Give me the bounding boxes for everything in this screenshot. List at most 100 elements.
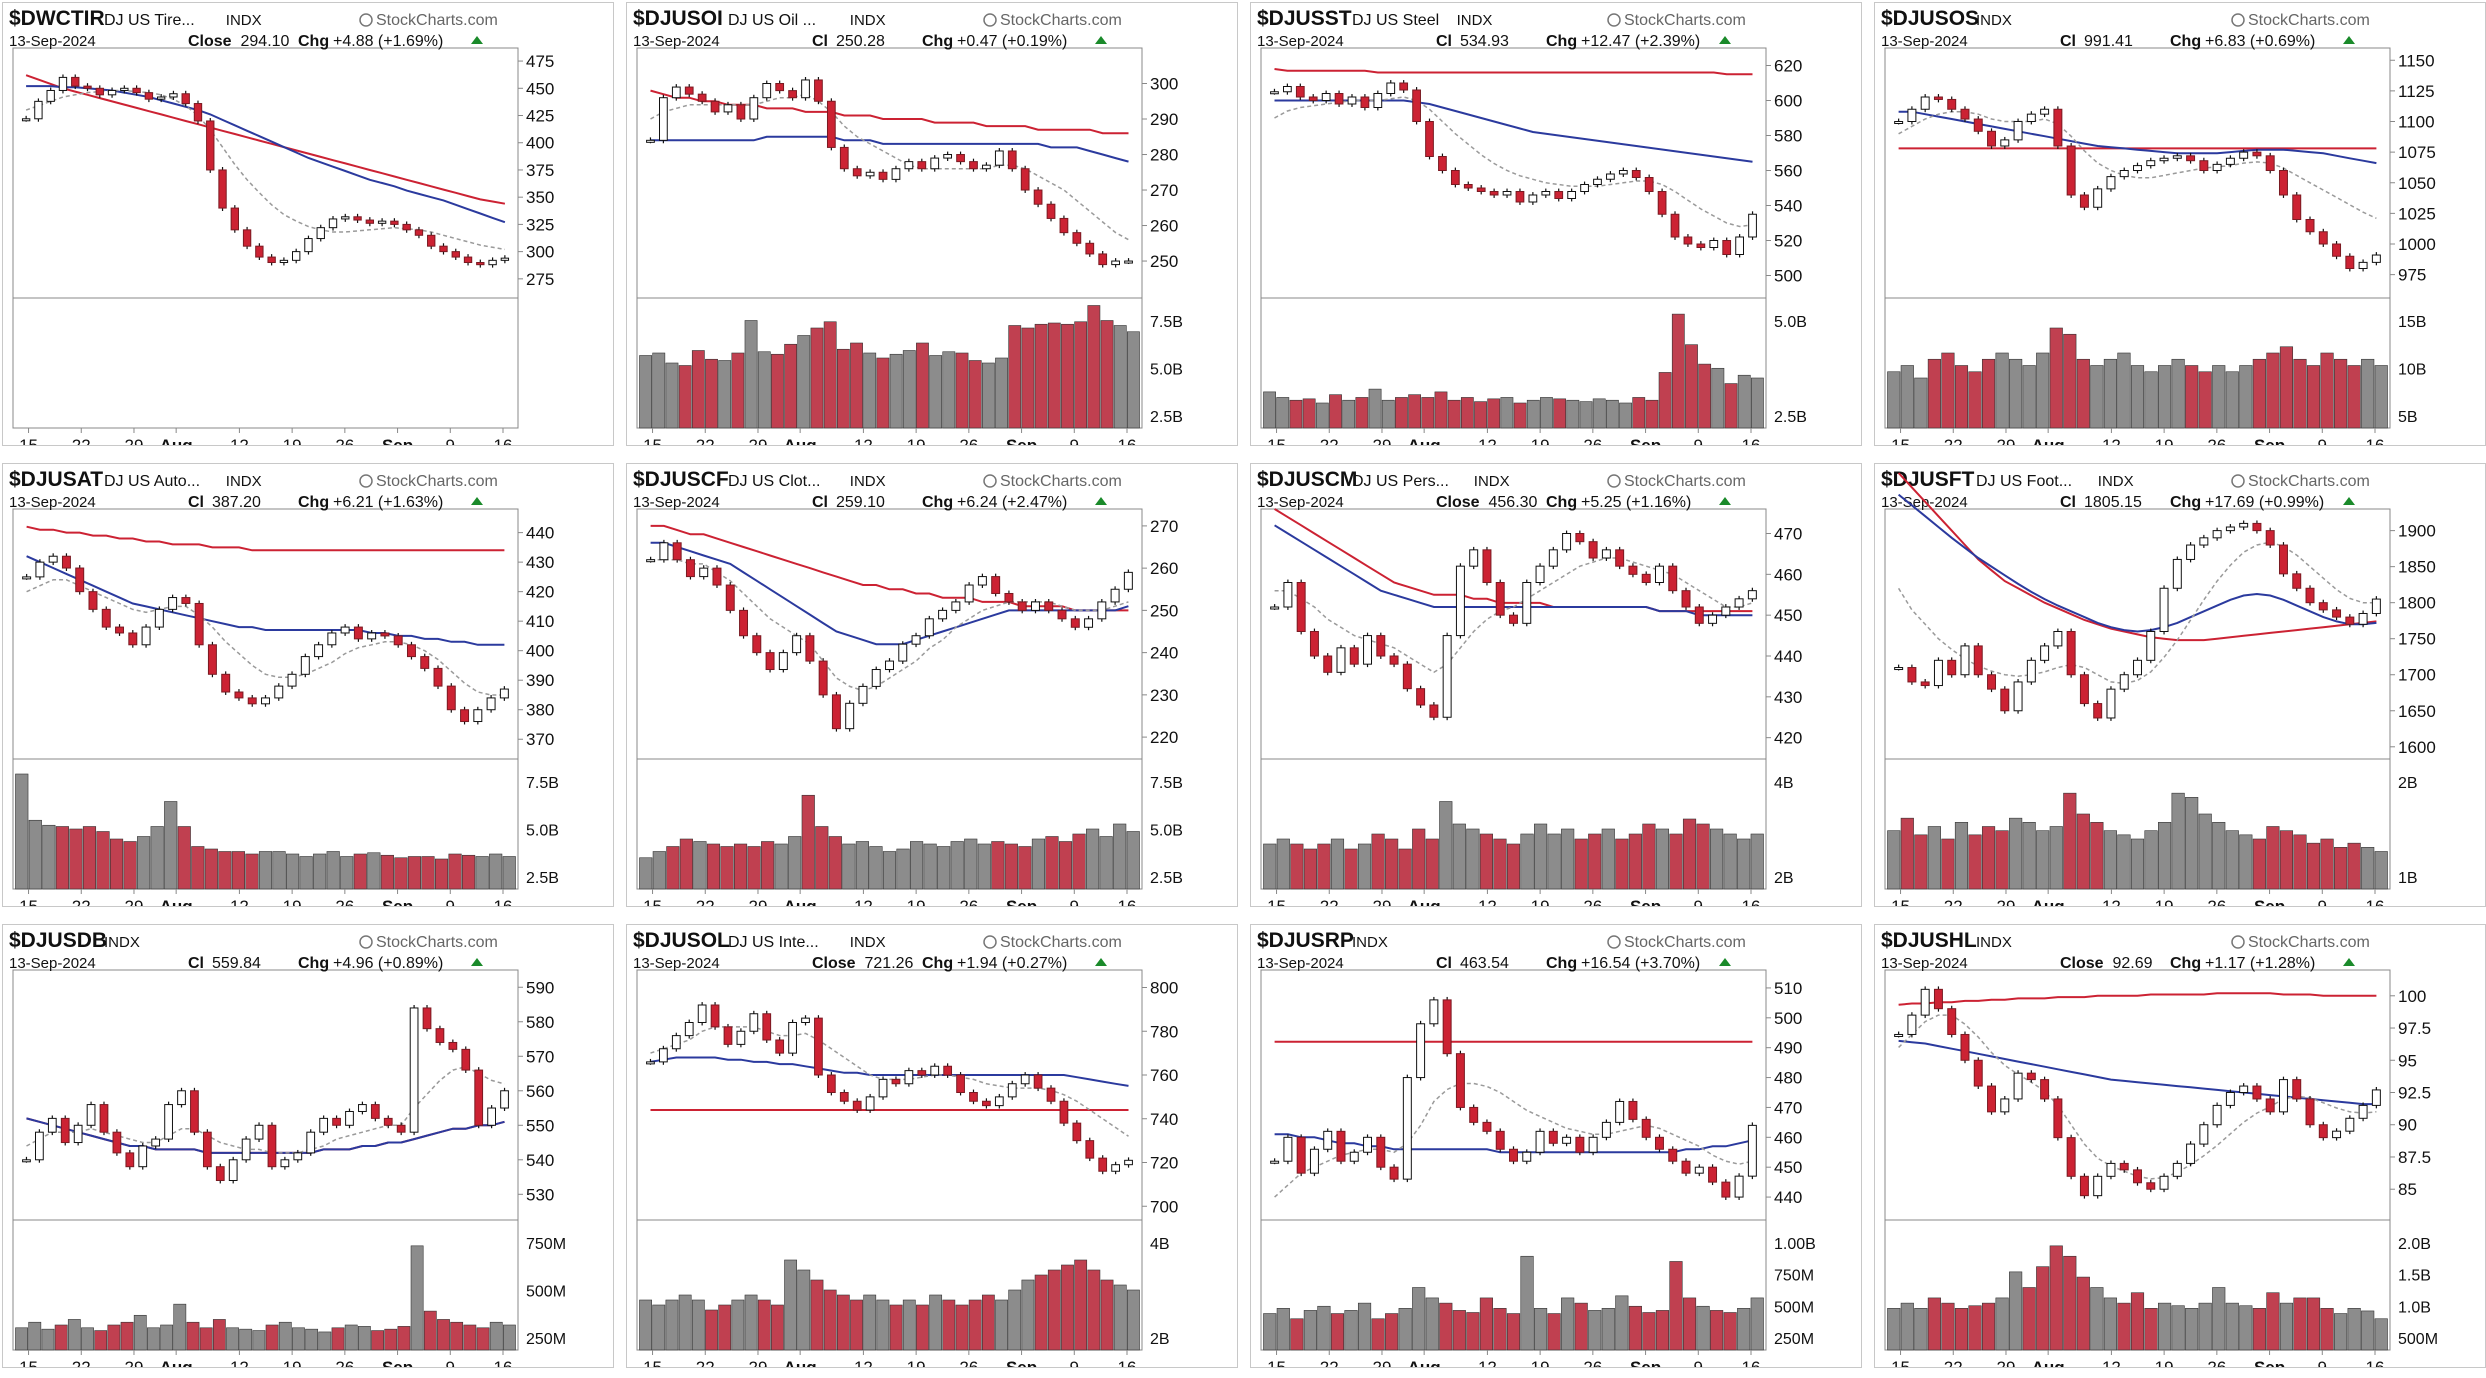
change-label: Chg [1546,494,1577,511]
date-tick-label: 15 [1267,1358,1286,1367]
volume-bar [191,846,205,890]
price-tick-label: 290 [1150,110,1178,129]
candle-body [218,169,227,209]
candle-body [1489,191,1499,196]
chart-svg: $DJUSOI DJ US Oil ... INDX StockCharts.com 1… [633,7,1183,445]
candle-body [230,207,239,231]
candle-body [1323,655,1333,673]
close-value: 92.69 [2113,955,2153,972]
candle-body [2252,522,2262,532]
chart-svg: $DWCTIR DJ US Tire... INDX StockCharts.com 1… [9,7,554,445]
price-tick-label: 440 [526,524,554,543]
volume-tick-label: 250M [526,1331,566,1348]
volume-bar [265,1324,279,1351]
candle-body [1947,1008,1957,1035]
volume-bar [292,1327,305,1351]
candle-body [878,1078,888,1098]
candle-body [924,618,934,637]
candle-body [1376,1136,1386,1168]
candle-body [1323,1130,1333,1150]
volume-bar [1588,1310,1602,1351]
close-value: 534.93 [1460,33,1509,50]
chart-panel: $DWCTIR DJ US Tire... INDX StockCharts.com 1… [2,2,614,446]
volume-bar [2347,1308,2361,1351]
chart-panel: $DJUSOL DJ US Inte... INDX StockCharts.com 1… [626,924,1238,1368]
candle-body [221,673,231,693]
candle-body [2239,1085,2249,1093]
price-tick-label: 470 [1774,525,1802,544]
volume-bar [2252,358,2266,429]
candle-body [2013,1072,2023,1100]
candle-body [1124,260,1133,264]
candle-body [1072,1122,1082,1142]
volume-bar [652,352,666,429]
candle-body [1124,1159,1133,1166]
candle-body [891,1078,901,1085]
volume-bar [2212,822,2226,890]
volume-bar [258,851,273,890]
volume-bar [1914,834,1928,890]
volume-bar [2130,365,2145,429]
candle-body [1429,999,1439,1025]
candle-body [22,576,32,580]
volume-bar [177,826,191,890]
candle-body [1295,86,1305,98]
volume-bar [2171,358,2185,429]
candle-body [61,555,71,569]
sma-mid-line [26,1117,505,1154]
candle-body [234,691,244,699]
candle-body [885,660,894,671]
date-tick-label: Aug [1408,1358,1441,1367]
candle-body [2066,145,2076,196]
price-tick-label: 1700 [2398,666,2436,685]
candle-body [1580,184,1589,192]
change-value: +6.24 (+2.47%) [957,494,1067,511]
volume-tick-label: 5B [2398,409,2418,426]
candle-body [1399,82,1409,91]
candle-body [982,1100,991,1107]
volume-bar [1751,377,1764,429]
volume-bar [1553,398,1567,429]
volume-bar [1574,838,1588,890]
price-tick-label: 590 [526,978,554,997]
candle-body [1721,1181,1731,1198]
price-tick-label: 270 [1150,181,1178,200]
volume-bar [836,1294,850,1351]
change-label: Chg [922,494,953,511]
volume-bar [2225,371,2239,429]
volume-bar [1385,1313,1399,1351]
date-tick-label: 26 [335,436,354,445]
close-value: 387.20 [212,494,261,511]
volume-bar [1579,401,1593,429]
candle-body [2358,1104,2368,1119]
volume-bar [1710,1310,1724,1351]
candle-body [1376,635,1386,657]
candle-body [2345,616,2355,625]
candle-body [684,1022,694,1037]
price-tick-label: 550 [526,1116,554,1135]
date-tick-label: 29 [125,897,144,906]
candle-body [725,584,735,611]
close-label: Cl [2060,33,2076,50]
candle-body [2305,587,2315,604]
stockcharts-logo-icon [2231,935,2245,949]
candle-body [1296,582,1306,632]
date-tick-label: Sep [1630,436,1661,445]
volume-bar [1021,1279,1035,1351]
candle-body [1987,674,1997,690]
chart-panel: $DJUSCM DJ US Pers... INDX StockCharts.com 1… [1250,463,1862,907]
close-value: 991.41 [2084,33,2133,50]
exchange-label: INDX [1474,473,1510,490]
candle-body [659,1048,668,1063]
candle-body [128,632,138,646]
volume-bar [1615,1295,1629,1351]
volume-bar [1412,828,1426,890]
volume-bar [1398,1308,1412,1351]
volume-bar [784,343,798,429]
candle-body [1425,121,1434,157]
volume-bar [1658,372,1672,429]
volume-bar [1425,1297,1439,1351]
date-tick-label: 15 [643,1358,662,1367]
candle-body [1110,588,1120,603]
candle-body [1046,203,1056,219]
